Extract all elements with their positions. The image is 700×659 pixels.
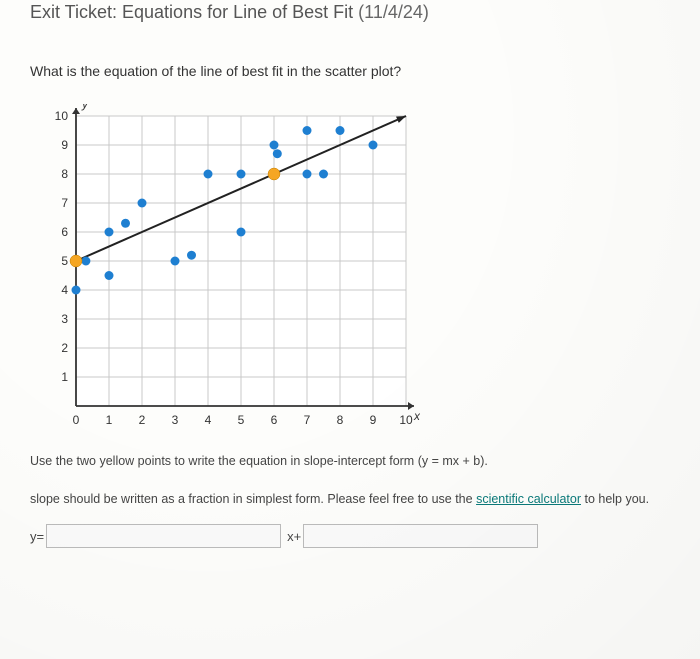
svg-text:0: 0 [73,413,80,427]
y-equals-label: y= [30,529,44,544]
svg-text:8: 8 [337,413,344,427]
page-title: Exit Ticket: Equations for Line of Best … [30,0,670,23]
instruction-1: Use the two yellow points to write the e… [30,454,670,468]
intercept-input[interactable] [303,524,538,548]
svg-text:2: 2 [61,341,68,355]
svg-text:8: 8 [61,167,68,181]
svg-text:2: 2 [139,413,146,427]
svg-text:9: 9 [61,138,68,152]
svg-text:10: 10 [55,109,69,123]
question-text: What is the equation of the line of best… [30,63,670,79]
svg-text:y: y [81,104,89,111]
instruction1-text: Use the two yellow points to write the e… [30,454,418,468]
svg-text:3: 3 [61,312,68,326]
x-plus-label: x+ [287,529,301,544]
svg-text:5: 5 [238,413,245,427]
worksheet-page: Exit Ticket: Equations for Line of Best … [0,0,700,659]
svg-text:1: 1 [61,370,68,384]
svg-text:4: 4 [205,413,212,427]
svg-text:x: x [413,409,420,423]
answer-row: y= x+ [30,524,670,548]
svg-text:6: 6 [271,413,278,427]
instruction2-suffix: to help you. [584,492,649,506]
calculator-link[interactable]: scientific calculator [476,492,581,506]
scatter-chart: x y 0 1 2 3 4 5 6 7 8 9 10 1 2 3 4 5 6 7 8 9 10 [40,104,420,434]
svg-text:9: 9 [370,413,377,427]
svg-text:4: 4 [61,283,68,297]
svg-text:7: 7 [61,196,68,210]
svg-text:5: 5 [61,254,68,268]
chart-svg: x y 0 1 2 3 4 5 6 7 8 9 10 1 2 3 4 5 6 7 8 9 10 [40,104,420,434]
svg-text:3: 3 [172,413,179,427]
svg-text:7: 7 [304,413,311,427]
instruction1-formula: (y = mx + b). [418,454,488,468]
svg-text:6: 6 [61,225,68,239]
title-date: (11/4/24) [358,2,429,22]
slope-input[interactable] [46,524,281,548]
instruction2-prefix: slope should be written as a fraction in… [30,492,476,506]
svg-text:10: 10 [399,413,413,427]
svg-text:1: 1 [106,413,113,427]
instruction-2: slope should be written as a fraction in… [30,492,670,506]
title-text: Exit Ticket: Equations for Line of Best … [30,2,353,22]
